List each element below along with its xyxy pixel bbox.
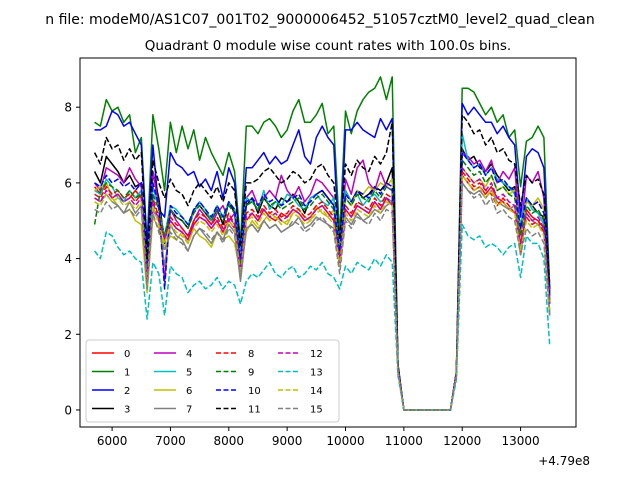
series-line-11 <box>93 114 551 411</box>
legend-label-6: 6 <box>186 386 192 397</box>
x-tick-label-10000: 10000 <box>326 434 364 448</box>
legend-label-4: 4 <box>186 349 192 360</box>
y-tick-label-6: 6 <box>64 176 72 190</box>
legend-label-14: 14 <box>310 386 323 397</box>
legend-label-1: 1 <box>124 368 130 379</box>
legend-label-0: 0 <box>124 349 130 360</box>
series-line-12 <box>94 167 551 411</box>
series-line-2 <box>94 102 551 411</box>
plot-area: 6000 7000 8000 9000 10000 11000 12000 13000 0 2 4 6… <box>64 57 577 448</box>
legend-label-10: 10 <box>248 386 261 397</box>
x-tick-label-6000: 6000 <box>97 434 128 448</box>
x-tick-label-9000: 9000 <box>272 434 303 448</box>
legend-label-7: 7 <box>186 405 192 416</box>
x-tick-label-11000: 11000 <box>385 434 423 448</box>
x-offset-label: +4.79e8 <box>538 454 590 468</box>
legend-label-9: 9 <box>248 368 254 379</box>
y-tick-label-2: 2 <box>64 328 72 342</box>
series-line-8 <box>94 170 551 411</box>
x-tick-label-8000: 8000 <box>214 434 245 448</box>
series-line-14 <box>94 174 551 411</box>
series-line-15 <box>94 182 551 411</box>
axes-frame <box>79 57 577 428</box>
legend-label-11: 11 <box>248 405 261 416</box>
figure-suptitle: n file: modeM0/AS1C07_001T02_9000006452_… <box>45 12 594 28</box>
x-tick-label-12000: 12000 <box>443 434 481 448</box>
y-tick-label-0: 0 <box>64 403 72 417</box>
legend-label-8: 8 <box>248 349 254 360</box>
x-tick-label-7000: 7000 <box>155 434 186 448</box>
legend-label-15: 15 <box>310 405 323 416</box>
legend-label-13: 13 <box>310 368 323 379</box>
legend-frame <box>85 339 340 423</box>
series-line-10 <box>94 151 551 411</box>
series-line-9 <box>93 159 551 411</box>
series-line-13 <box>94 223 551 411</box>
chart-title: Quadrant 0 module wise count rates with … <box>145 38 511 54</box>
legend-label-2: 2 <box>124 386 130 397</box>
x-tick-label-13000: 13000 <box>501 434 539 448</box>
series-group <box>93 76 551 411</box>
y-tick-label-4: 4 <box>64 252 72 266</box>
legend-label-12: 12 <box>310 349 323 360</box>
legend-label-3: 3 <box>124 405 130 416</box>
series-line-1 <box>94 76 551 411</box>
legend-label-5: 5 <box>186 368 192 379</box>
y-tick-label-8: 8 <box>64 101 72 115</box>
